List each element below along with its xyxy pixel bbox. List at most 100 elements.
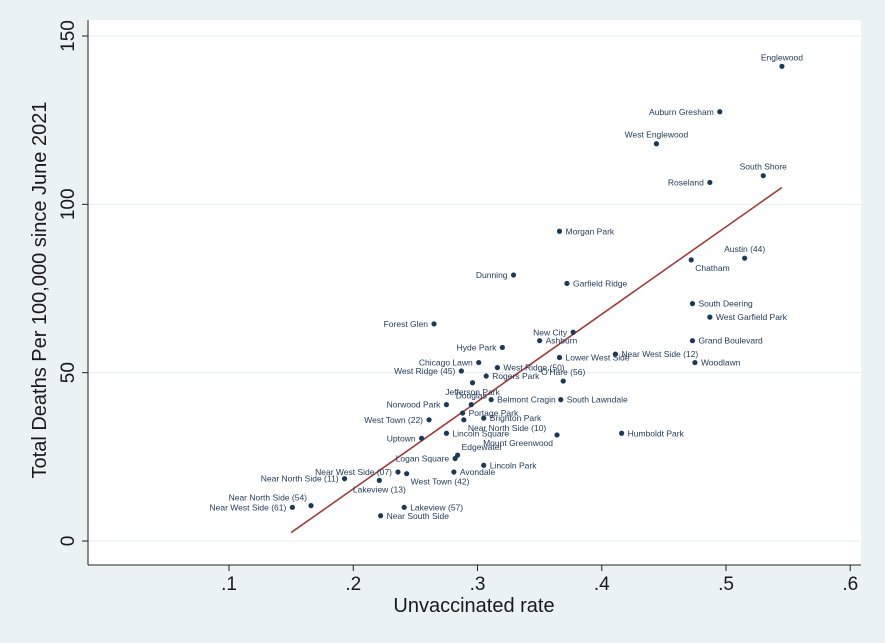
- point-label: South Lawndale: [567, 395, 628, 405]
- data-point: [461, 417, 467, 423]
- point-label: Lincoln Square: [452, 428, 509, 438]
- x-tick-label: .1: [221, 574, 237, 595]
- data-point: [426, 417, 432, 423]
- data-point: [499, 344, 505, 351]
- point-label: West Ridge (45): [394, 366, 455, 376]
- point-label: Jefferson Park: [445, 387, 500, 397]
- point-label: Avondale: [460, 467, 496, 477]
- point-label: West Garfield Park: [716, 312, 788, 322]
- data-point: [707, 314, 713, 320]
- point-label: South Deering: [698, 299, 753, 309]
- data-point: [570, 329, 576, 335]
- point-label: Forest Glen: [384, 319, 429, 329]
- y-tick-label: 0: [58, 536, 79, 547]
- data-point: [377, 513, 384, 519]
- y-axis-title: Total Deaths Per 100,000 since June 2021: [29, 102, 51, 479]
- point-label: Portage Park: [469, 408, 519, 418]
- x-tick-label: .4: [594, 574, 610, 595]
- data-point: [760, 173, 766, 179]
- point-label: Auburn Gresham: [649, 107, 714, 117]
- data-point: [707, 179, 713, 186]
- data-point: [689, 301, 696, 307]
- point-label: Logan Square: [396, 454, 450, 464]
- point-label: Grand Boulevard: [698, 336, 763, 346]
- x-tick-label: .5: [718, 574, 734, 595]
- y-tick-label: 100: [58, 188, 79, 220]
- data-point: [469, 380, 476, 386]
- data-point: [779, 63, 785, 69]
- data-point: [308, 503, 314, 509]
- point-label: Garfield Ridge: [573, 278, 628, 288]
- point-label: O'Hare (56): [541, 367, 585, 377]
- data-point: [418, 435, 425, 441]
- data-point: [451, 469, 457, 475]
- point-label: Dunning: [476, 270, 508, 280]
- point-label: Rogers Park: [492, 371, 540, 381]
- data-point: [289, 504, 295, 510]
- point-label: Austin (44): [724, 244, 765, 254]
- data-point: [653, 141, 660, 147]
- point-label: Ashburn: [546, 336, 578, 346]
- data-point: [401, 504, 407, 510]
- data-point: [443, 402, 450, 408]
- x-tick-label: .2: [345, 574, 361, 595]
- point-label: Chicago Lawn: [419, 358, 473, 368]
- point-label: Douglas: [456, 391, 487, 401]
- point-label: Chatham: [695, 263, 730, 273]
- y-tick-label: 50: [58, 362, 79, 383]
- data-point: [468, 402, 474, 408]
- data-point: [443, 430, 450, 436]
- data-point: [341, 476, 348, 482]
- data-point: [556, 354, 563, 361]
- point-label: Near West Side (12): [621, 349, 698, 359]
- data-point: [554, 432, 560, 438]
- data-point: [476, 359, 482, 366]
- point-label: Englewood: [761, 52, 803, 62]
- point-label: Near West Side (07): [315, 467, 392, 477]
- point-label: Brighton Park: [490, 413, 542, 423]
- data-point: [564, 280, 570, 287]
- data-point: [692, 359, 698, 366]
- point-label: South Shore: [740, 162, 788, 172]
- point-label: Near North Side (10): [468, 423, 547, 433]
- point-label: Uptown: [387, 433, 416, 443]
- data-point: [717, 109, 723, 115]
- point-label: Lakeview (13): [353, 484, 406, 494]
- data-point: [481, 462, 487, 468]
- data-point: [483, 373, 489, 379]
- data-point: [689, 338, 696, 344]
- data-point: [395, 469, 401, 475]
- y-tick-label: 150: [58, 20, 79, 52]
- data-point: [537, 338, 543, 344]
- point-label: Near North Side (54): [229, 493, 308, 503]
- point-label: West Ridge (50): [503, 363, 564, 373]
- x-tick-label: .3: [470, 574, 486, 595]
- point-label: Hyde Park: [457, 342, 497, 352]
- point-label: Lakeview (57): [410, 502, 463, 512]
- point-label: New City: [533, 327, 568, 337]
- data-point: [404, 471, 410, 477]
- data-point: [688, 257, 694, 263]
- data-point: [481, 415, 487, 421]
- fit-line: [290, 186, 783, 534]
- point-label: Edgewater: [462, 442, 503, 452]
- x-axis-ticks: .1 .2 .3 .4 .5 .6: [221, 565, 858, 595]
- data-points: Englewood Auburn Gresham West Englewood Sou…: [210, 52, 804, 520]
- point-label: Near North Side (11): [261, 474, 339, 484]
- point-label: Woodlawn: [701, 358, 741, 368]
- x-axis-title: Unvaccinated rate: [393, 595, 554, 617]
- data-point: [612, 351, 619, 357]
- data-point: [619, 430, 625, 436]
- point-label: Mount Greenwood: [483, 438, 553, 448]
- y-axis-ticks: 0 50 100 150: [58, 20, 88, 546]
- point-label: Near West Side (61): [210, 502, 287, 512]
- data-point: [742, 255, 748, 261]
- point-label: West Town (42): [411, 477, 470, 487]
- data-point: [431, 321, 437, 327]
- plot-area: [88, 20, 861, 565]
- data-point: [494, 365, 500, 371]
- point-label: Norwood Park: [387, 400, 442, 410]
- point-label: Humboldt Park: [628, 428, 685, 438]
- grid-lines: [88, 35, 861, 542]
